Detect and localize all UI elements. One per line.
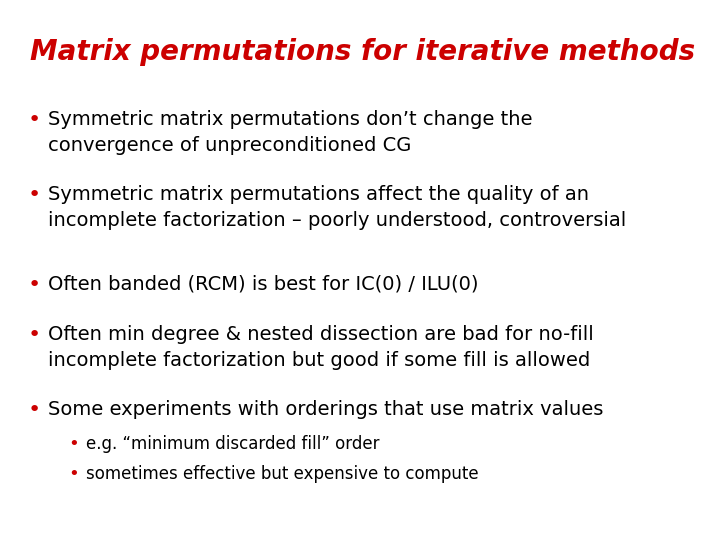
Text: •: •: [28, 185, 41, 205]
Text: •: •: [68, 435, 78, 453]
Text: Symmetric matrix permutations don’t change the
convergence of unpreconditioned C: Symmetric matrix permutations don’t chan…: [48, 110, 533, 155]
Text: e.g. “minimum discarded fill” order: e.g. “minimum discarded fill” order: [86, 435, 379, 453]
Text: sometimes effective but expensive to compute: sometimes effective but expensive to com…: [86, 465, 479, 483]
Text: •: •: [28, 325, 41, 345]
Text: Symmetric matrix permutations affect the quality of an
incomplete factorization : Symmetric matrix permutations affect the…: [48, 185, 626, 230]
Text: •: •: [28, 400, 41, 420]
Text: •: •: [28, 110, 41, 130]
Text: •: •: [28, 275, 41, 295]
Text: Often banded (RCM) is best for IC(0) / ILU(0): Often banded (RCM) is best for IC(0) / I…: [48, 275, 479, 294]
Text: Matrix permutations for iterative methods: Matrix permutations for iterative method…: [30, 38, 695, 66]
Text: Often min degree & nested dissection are bad for no-fill
incomplete factorizatio: Often min degree & nested dissection are…: [48, 325, 594, 370]
Text: •: •: [68, 465, 78, 483]
Text: Some experiments with orderings that use matrix values: Some experiments with orderings that use…: [48, 400, 603, 419]
